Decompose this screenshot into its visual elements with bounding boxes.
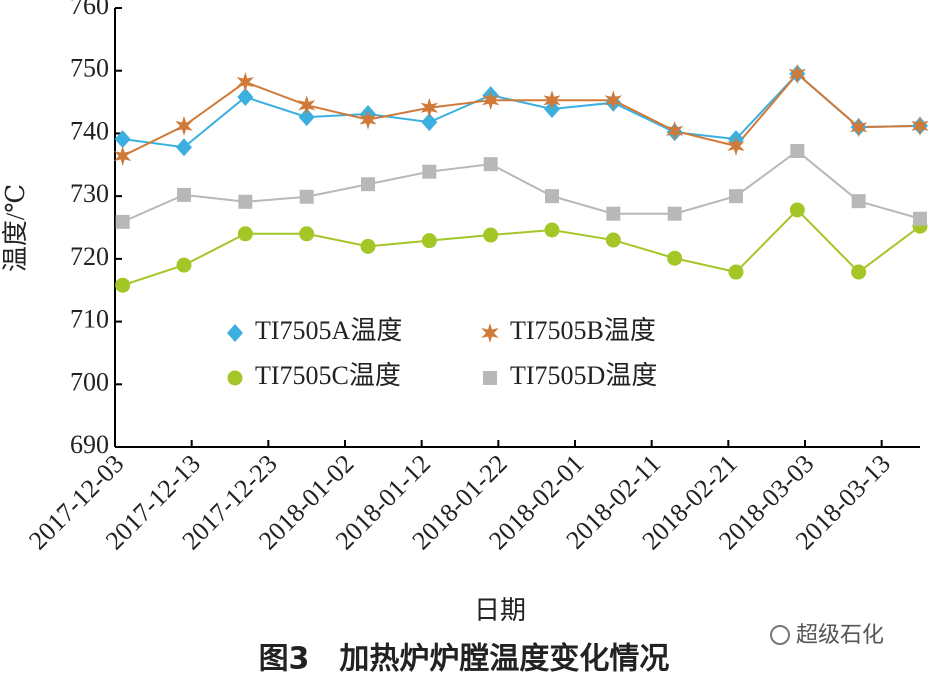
marker <box>788 63 806 84</box>
marker <box>421 113 438 132</box>
marker <box>115 214 130 229</box>
y-tick-label: 710 <box>70 305 109 334</box>
y-tick-label: 720 <box>70 242 109 271</box>
legend-label: TI7505A温度 <box>255 316 402 345</box>
marker <box>361 177 375 192</box>
marker <box>482 90 500 111</box>
marker <box>115 277 131 293</box>
series-line <box>122 208 921 287</box>
marker <box>666 120 684 141</box>
marker <box>544 222 560 238</box>
y-tick-label: 760 <box>70 0 109 20</box>
marker <box>298 108 315 127</box>
marker <box>176 138 192 157</box>
marker <box>298 95 316 116</box>
legend-label: TI7505B温度 <box>510 316 656 345</box>
legend-label: TI7505D温度 <box>510 361 657 390</box>
x-axis-label: 日期 <box>474 596 526 625</box>
marker <box>238 194 253 209</box>
marker <box>237 88 254 107</box>
marker <box>604 90 622 111</box>
marker <box>483 157 498 172</box>
y-axis-label: 温度/℃ <box>1 184 30 272</box>
marker <box>237 226 253 242</box>
marker <box>851 194 866 209</box>
marker <box>176 257 192 273</box>
legend-marker <box>227 324 243 342</box>
marker <box>299 226 315 242</box>
y-tick-label: 730 <box>70 179 109 208</box>
marker <box>729 189 743 204</box>
marker <box>175 115 193 136</box>
caption: 图3 加热炉炉膛温度变化情况 <box>259 642 670 677</box>
marker <box>360 238 376 254</box>
legend-label: TI7505C温度 <box>255 361 401 390</box>
y-tick-label: 690 <box>70 430 109 459</box>
marker <box>851 264 867 280</box>
marker <box>605 232 621 248</box>
marker <box>236 72 254 92</box>
y-tick-label: 740 <box>70 116 109 145</box>
y-tick-label: 700 <box>70 367 109 396</box>
marker <box>114 146 132 166</box>
marker <box>421 233 437 249</box>
marker <box>850 117 868 138</box>
marker <box>790 143 805 158</box>
marker <box>420 97 438 118</box>
marker <box>483 227 499 243</box>
marker <box>422 164 437 179</box>
marker <box>728 264 744 280</box>
marker <box>789 202 805 218</box>
legend-marker <box>481 323 499 343</box>
watermark-icon <box>770 625 790 645</box>
marker <box>359 109 377 130</box>
legend-marker <box>227 370 243 386</box>
marker <box>667 250 683 266</box>
marker <box>913 211 927 226</box>
marker <box>911 115 928 136</box>
marker <box>114 130 131 149</box>
marker <box>727 136 745 156</box>
series-line <box>122 72 921 157</box>
marker <box>667 206 682 221</box>
marker <box>177 187 191 202</box>
watermark: 超级石化 <box>796 623 884 648</box>
marker <box>606 206 621 221</box>
legend-marker <box>483 371 497 385</box>
y-tick-label: 750 <box>70 54 109 83</box>
marker <box>299 189 314 204</box>
marker <box>543 90 561 111</box>
marker <box>545 189 559 204</box>
series-line <box>122 149 921 223</box>
